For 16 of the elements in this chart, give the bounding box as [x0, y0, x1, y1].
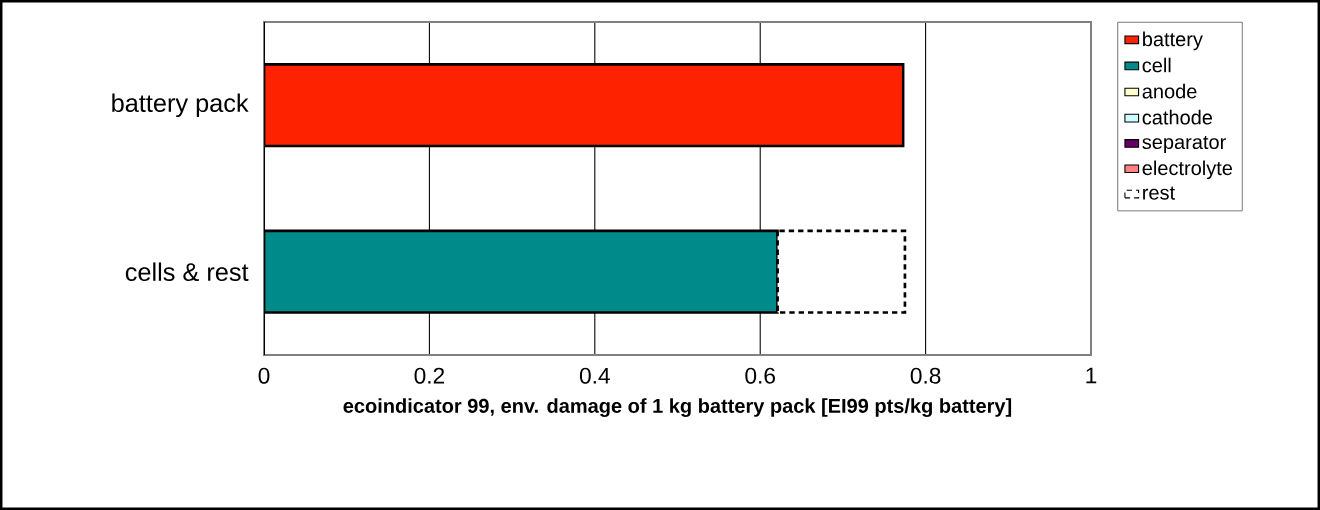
x-axis-title: ecoindicator 99, env. damage of 1 kg battery pack [EI99 pts/kg battery]	[343, 398, 1012, 417]
legend-label: battery	[1143, 31, 1203, 51]
x-tick-label: 0.2	[414, 367, 445, 384]
legend-label: electrolyte	[1142, 160, 1233, 180]
legend-label: cathode	[1142, 109, 1213, 125]
x-tick-label: 0	[258, 367, 270, 384]
legend-label: separator	[1142, 135, 1226, 154]
legend-label: anode	[1142, 83, 1197, 99]
x-tick-label: 0.4	[579, 367, 610, 384]
x-tick-label: 0.8	[910, 367, 941, 384]
y-tick-label: cells & rest	[125, 262, 249, 282]
x-tick-label: 0.6	[745, 367, 775, 384]
legend-label: cell	[1142, 57, 1171, 73]
legend-label: rest	[1143, 186, 1175, 200]
x-tick-label: 1	[1086, 367, 1097, 384]
y-tick-label: battery pack	[112, 93, 249, 118]
